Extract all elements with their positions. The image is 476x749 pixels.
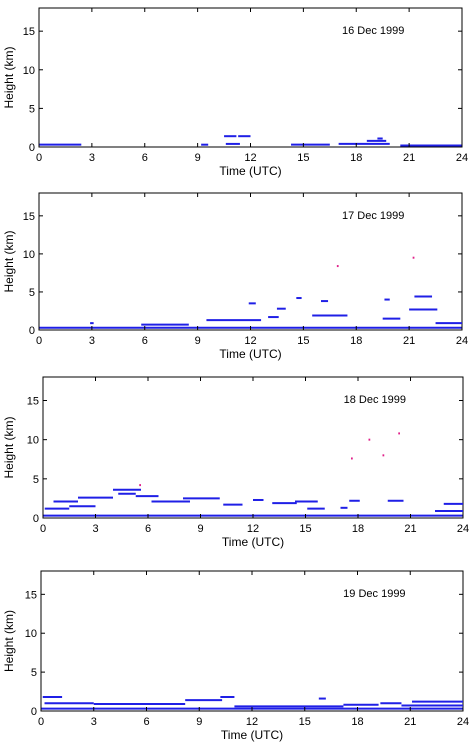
y-tick-label: 15 <box>27 396 39 408</box>
x-tick-label: 18 <box>350 335 362 347</box>
y-axis-label: Height (km) <box>2 416 16 478</box>
x-axis-label: Time (UTC) <box>219 347 281 361</box>
x-tick-label: 21 <box>403 152 415 164</box>
y-tick-label: 0 <box>31 706 37 718</box>
y-tick-label: 5 <box>33 474 39 486</box>
y-tick-label: 5 <box>29 103 35 115</box>
x-tick-label: 12 <box>247 523 259 535</box>
x-tick-label: 24 <box>456 335 468 347</box>
y-tick-label: 10 <box>25 628 37 640</box>
x-tick-label: 0 <box>36 152 42 164</box>
x-tick-label: 9 <box>195 335 201 347</box>
panel-date-title: 19 Dec 1999 <box>343 588 405 600</box>
y-tick-label: 0 <box>29 325 35 337</box>
x-axis-label: Time (UTC) <box>222 535 284 549</box>
x-axis-label: Time (UTC) <box>221 728 283 742</box>
y-axis-label: Height (km) <box>2 230 16 292</box>
x-tick-label: 15 <box>299 716 311 728</box>
x-tick-label: 18 <box>352 523 364 535</box>
x-tick-label: 3 <box>92 523 98 535</box>
x-tick-label: 15 <box>299 523 311 535</box>
x-tick-label: 9 <box>196 716 202 728</box>
y-axis-label: Height (km) <box>2 46 16 108</box>
x-tick-label: 15 <box>297 335 309 347</box>
x-tick-label: 0 <box>38 716 44 728</box>
x-tick-label: 21 <box>404 716 416 728</box>
y-axis-label: Height (km) <box>2 610 16 672</box>
x-tick-label: 24 <box>457 716 469 728</box>
x-tick-label: 12 <box>246 716 258 728</box>
y-tick-label: 15 <box>23 211 35 223</box>
y-tick-label: 0 <box>29 142 35 154</box>
panel-date-title: 16 Dec 1999 <box>342 25 404 37</box>
x-tick-label: 24 <box>456 152 468 164</box>
plot-frame <box>38 192 463 331</box>
y-tick-label: 10 <box>23 65 35 77</box>
plot-frame <box>40 570 464 712</box>
y-tick-label: 15 <box>23 26 35 38</box>
x-tick-label: 3 <box>89 335 95 347</box>
x-tick-label: 6 <box>142 335 148 347</box>
x-tick-label: 6 <box>142 152 148 164</box>
y-tick-label: 10 <box>27 435 39 447</box>
x-tick-label: 6 <box>143 716 149 728</box>
chart-panel: 0 3 6 9 12 15 18 21 24 0 5 10 15 Time (UTC) Height (km… <box>2 7 468 178</box>
x-tick-label: 3 <box>91 716 97 728</box>
x-tick-label: 0 <box>36 335 42 347</box>
x-tick-label: 21 <box>403 335 415 347</box>
x-tick-label: 15 <box>297 152 309 164</box>
x-tick-label: 18 <box>350 152 362 164</box>
chart-panel: 0 3 6 9 12 15 18 21 24 0 5 10 15 Time (UTC) Height (km… <box>2 192 468 361</box>
x-tick-label: 6 <box>145 523 151 535</box>
x-tick-label: 24 <box>457 523 469 535</box>
y-tick-label: 5 <box>29 287 35 299</box>
panel-date-title: 18 Dec 1999 <box>344 394 406 406</box>
x-tick-label: 12 <box>244 152 256 164</box>
y-tick-label: 10 <box>23 249 35 261</box>
x-tick-label: 9 <box>197 523 203 535</box>
chart-panel: 0 3 6 9 12 15 18 21 24 0 5 10 15 Time (UTC) Height (km… <box>2 376 469 549</box>
chart-panel: 0 3 6 9 12 15 18 21 24 0 5 10 15 Time (UTC) Height (km… <box>2 570 469 742</box>
plot-frame <box>38 7 463 148</box>
x-tick-label: 18 <box>351 716 363 728</box>
x-axis-label: Time (UTC) <box>219 164 281 178</box>
panel-date-title: 17 Dec 1999 <box>342 210 404 222</box>
y-tick-label: 15 <box>25 589 37 601</box>
x-tick-label: 12 <box>244 335 256 347</box>
x-tick-label: 21 <box>404 523 416 535</box>
plot-frame <box>42 376 464 519</box>
y-tick-label: 0 <box>33 513 39 525</box>
y-tick-label: 5 <box>31 667 37 679</box>
x-tick-label: 3 <box>89 152 95 164</box>
x-tick-label: 9 <box>195 152 201 164</box>
x-tick-label: 0 <box>40 523 46 535</box>
